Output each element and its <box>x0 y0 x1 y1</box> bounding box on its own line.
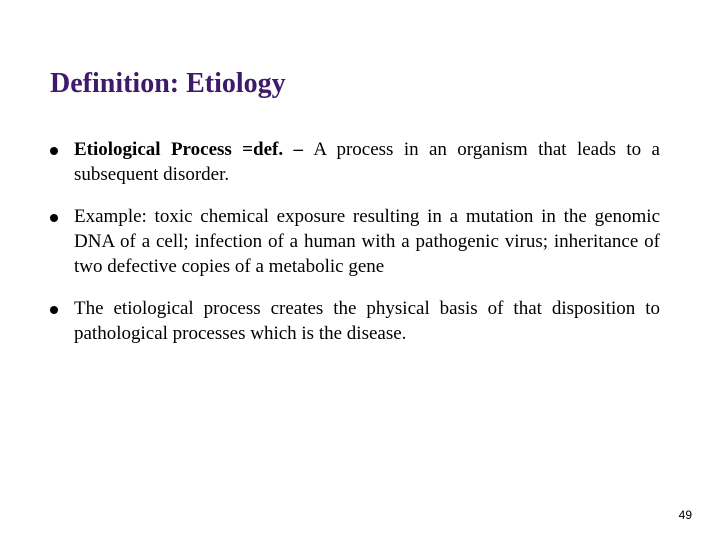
bullet-icon <box>50 306 58 314</box>
bullet-text: The etiological process creates the phys… <box>74 297 660 346</box>
list-item: Example: toxic chemical exposure resulti… <box>50 205 660 279</box>
list-item: The etiological process creates the phys… <box>50 297 660 346</box>
bullet-icon <box>50 147 58 155</box>
bullet-text: Example: toxic chemical exposure resulti… <box>74 205 660 279</box>
slide-container: Definition: Etiology Etiological Process… <box>0 0 720 540</box>
bullet-bold-prefix: Etiological Process =def. – <box>74 139 313 160</box>
page-number: 49 <box>679 508 692 522</box>
list-item: Etiological Process =def. – A process in… <box>50 138 660 187</box>
bullet-list: Etiological Process =def. – A process in… <box>50 138 660 347</box>
bullet-rest: Example: toxic chemical exposure resulti… <box>74 206 660 276</box>
slide-title: Definition: Etiology <box>50 68 660 100</box>
bullet-text: Etiological Process =def. – A process in… <box>74 138 660 187</box>
bullet-rest: The etiological process creates the phys… <box>74 298 660 344</box>
bullet-icon <box>50 214 58 222</box>
